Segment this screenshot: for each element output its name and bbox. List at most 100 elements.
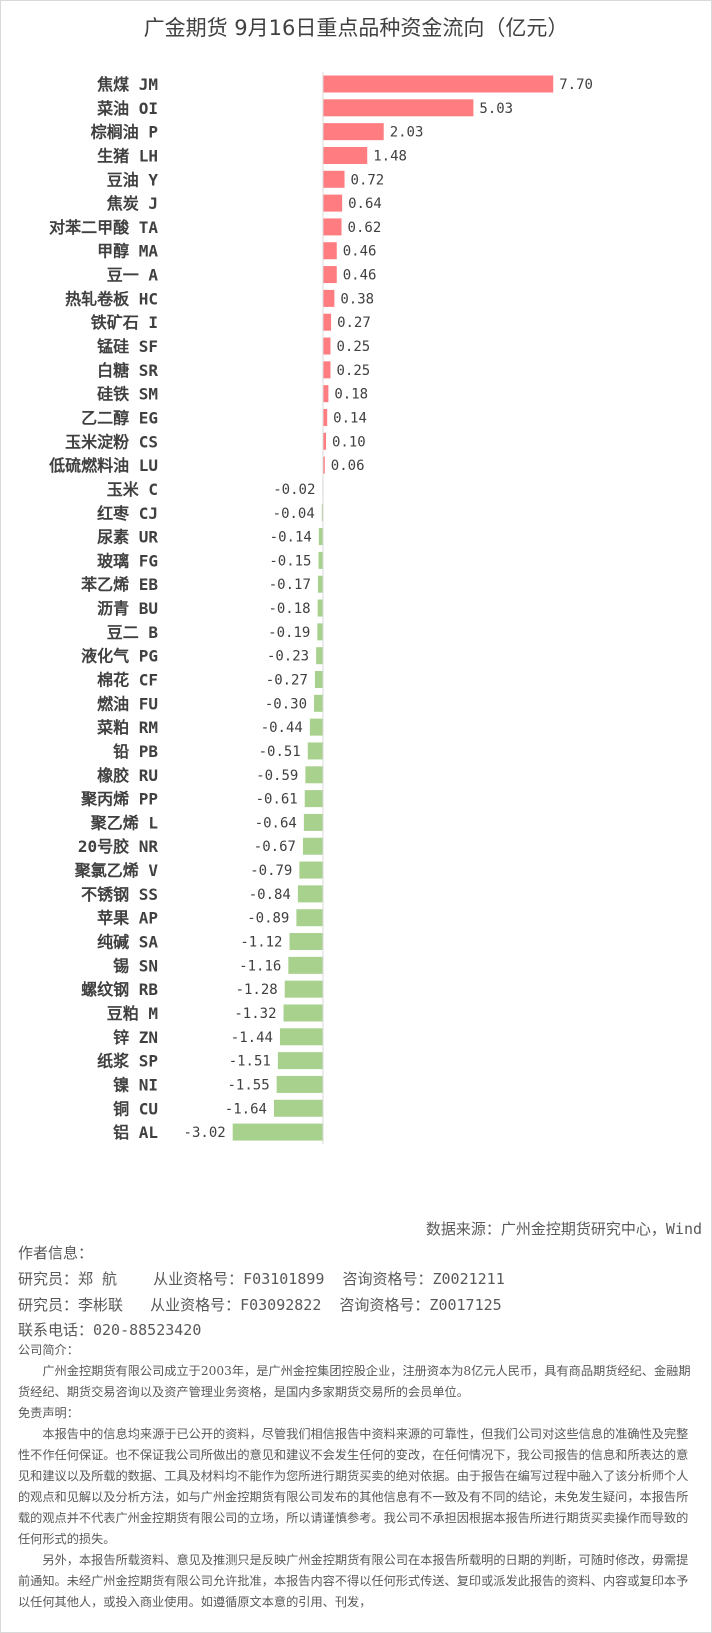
- bar: [323, 218, 342, 236]
- category-label: 锌 ZN: [113, 1028, 158, 1047]
- value-label: 0.14: [333, 410, 367, 426]
- category-label: 聚氯乙烯 V: [74, 861, 159, 880]
- bar: [323, 361, 331, 379]
- value-label: -0.67: [254, 839, 296, 855]
- category-label: 螺纹钢 RB: [81, 980, 158, 999]
- value-label: 1.48: [373, 148, 407, 164]
- disclaimer-p1: 本报告中的信息均来源于已公开的资料，尽管我们相信报告中资料来源的可靠性，但我们公…: [18, 1427, 689, 1546]
- bar: [277, 1052, 323, 1070]
- category-label: 燃油 FU: [97, 694, 158, 713]
- category-label: 镍 NI: [113, 1075, 158, 1094]
- bar: [323, 194, 343, 212]
- category-label: 菜油 OI: [96, 99, 158, 118]
- contact-phone: 联系电话：020-88523420: [18, 1321, 202, 1339]
- category-label: 豆粕 M: [107, 1004, 158, 1023]
- disclaimer-p2: 另外，本报告所载资料、意见及推测只是反映广州金控期货有限公司在本报告所载明的日期…: [18, 1553, 689, 1609]
- category-label: 豆二 B: [107, 623, 159, 642]
- bar: [304, 790, 323, 808]
- value-label: -0.84: [249, 887, 291, 903]
- bar: [232, 1123, 323, 1141]
- bar: [309, 718, 323, 736]
- value-label: 5.03: [479, 101, 513, 117]
- bar: [323, 337, 331, 355]
- value-label: 0.72: [351, 172, 385, 188]
- category-label: 液化气 PG: [81, 647, 158, 666]
- category-label: 纸浆 SP: [97, 1052, 158, 1071]
- category-label: 纯碱 SA: [97, 933, 158, 952]
- category-label: 聚丙烯 PP: [80, 790, 158, 809]
- value-label: 0.38: [340, 291, 374, 307]
- category-label: 豆油 Y: [107, 170, 159, 189]
- bar: [299, 861, 323, 879]
- value-label: 0.10: [332, 434, 366, 450]
- value-label: -0.15: [269, 553, 311, 569]
- bar: [317, 599, 323, 617]
- value-label: -0.19: [268, 625, 310, 641]
- bar: [297, 885, 323, 903]
- category-label: 铁矿石 I: [91, 313, 158, 332]
- bar: [314, 671, 323, 688]
- bar: [323, 146, 368, 164]
- author-line-2: 研究员：李彬联 从业资格号：F03092822 咨询资格号：Z0017125: [18, 1296, 502, 1314]
- value-label: -0.17: [269, 577, 311, 593]
- value-label: 2.03: [390, 125, 424, 141]
- value-label: 0.62: [348, 220, 382, 236]
- category-label: 尿素 UR: [97, 528, 158, 547]
- company-text: 广州金控期货有限公司成立于2003年，是广州金控集团控股企业，注册资本为8亿元人…: [18, 1364, 691, 1399]
- value-label: -0.18: [268, 601, 310, 617]
- category-label: 不锈钢 SS: [81, 885, 158, 904]
- category-label: 菜粕 RM: [96, 718, 158, 737]
- category-label: 甲醇 MA: [97, 242, 158, 261]
- value-label: 0.06: [331, 458, 365, 474]
- category-label: 低硫燃料油 LU: [48, 456, 158, 475]
- category-label: 焦炭 J: [106, 194, 158, 213]
- bar: [276, 1075, 323, 1093]
- value-label: -0.27: [266, 673, 308, 689]
- author-line-1: 研究员：郑 航 从业资格号：F03101899 咨询资格号：Z0021211: [18, 1270, 505, 1288]
- bar: [323, 170, 345, 188]
- category-label: 橡胶 RU: [97, 766, 158, 785]
- bar: [321, 504, 323, 522]
- category-label: 玻璃 FG: [97, 551, 158, 570]
- value-label: -0.44: [261, 720, 303, 736]
- value-label: -1.64: [225, 1101, 267, 1117]
- category-label: 玉米 C: [107, 480, 158, 499]
- bar: [283, 1004, 323, 1022]
- value-label: -1.44: [231, 1030, 273, 1046]
- company-heading: 公司简介：: [18, 1343, 79, 1357]
- category-label: 苯乙烯 EB: [80, 575, 158, 594]
- bar-chart: 焦煤 JM 7.70 菜油 OI 5.03 棕榈油 P 2.03 生猪 LH 1.48 豆油 Y…: [48, 72, 593, 1145]
- data-source: 数据来源：广州金控期货研究中心，Wind: [425, 1220, 702, 1238]
- bar: [289, 933, 323, 951]
- bar: [303, 813, 323, 831]
- bar: [317, 623, 323, 641]
- category-label: 锡 SN: [113, 956, 158, 975]
- value-label: -0.02: [273, 482, 315, 498]
- bar: [323, 289, 335, 307]
- category-label: 棉花 CF: [97, 671, 158, 690]
- value-label: 0.27: [337, 315, 371, 331]
- bar: [317, 575, 323, 593]
- category-label: 玉米淀粉 CS: [65, 432, 158, 451]
- author-heading: 作者信息：: [18, 1244, 94, 1262]
- value-label: -0.04: [273, 506, 315, 522]
- bar: [314, 694, 323, 712]
- value-label: -1.16: [239, 958, 281, 974]
- category-label: 红枣 CJ: [97, 504, 158, 523]
- bar: [318, 528, 323, 546]
- bar: [296, 909, 323, 927]
- bar: [279, 1028, 323, 1046]
- value-label: 0.46: [343, 268, 377, 284]
- category-label: 铅 PB: [113, 742, 158, 761]
- value-label: -0.89: [247, 911, 289, 927]
- category-label: 铝 AL: [113, 1123, 158, 1142]
- value-label: 0.46: [343, 244, 377, 260]
- value-label: -0.30: [265, 696, 307, 712]
- category-label: 聚乙烯 L: [90, 813, 158, 832]
- bar: [323, 385, 329, 403]
- value-label: -0.64: [255, 815, 297, 831]
- bar: [323, 408, 328, 426]
- category-label: 苹果 AP: [97, 909, 158, 928]
- value-label: -3.02: [184, 1125, 226, 1141]
- chart-title: 广金期货 9月16日重点品种资金流向（亿元）: [143, 16, 569, 40]
